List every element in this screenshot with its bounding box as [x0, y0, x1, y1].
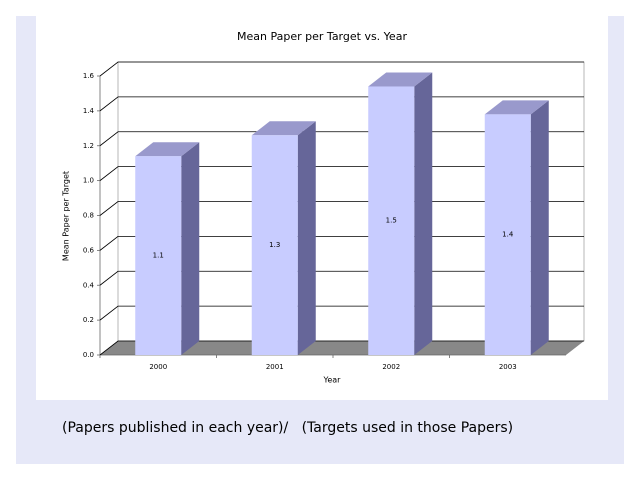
y-tick-label: 1.0	[83, 177, 94, 185]
y-tick-label: 0.4	[83, 281, 95, 289]
bar-side	[530, 100, 549, 355]
y-tick-label: 1.2	[83, 142, 94, 150]
value-label: 1.4	[502, 231, 514, 239]
value-label: 1.5	[386, 217, 397, 225]
bar	[368, 86, 415, 356]
value-label: 1.1	[153, 252, 164, 260]
y-axis-label: Mean Paper per Target	[62, 171, 71, 261]
value-label: 1.3	[269, 241, 280, 249]
grid-line	[99, 61, 584, 77]
y-tick-label: 1.6	[83, 72, 95, 80]
bar-top	[484, 100, 549, 115]
bar	[251, 135, 298, 355]
bar	[135, 156, 182, 355]
x-tick-label: 2002	[382, 363, 400, 371]
x-tick-label: 2003	[499, 363, 517, 371]
y-tick-label: 0.6	[83, 246, 95, 254]
bar-top	[368, 72, 433, 87]
x-axis-label: Year	[323, 376, 342, 385]
y-tick-label: 0.0	[83, 351, 94, 359]
bar-side	[181, 142, 200, 355]
bar-top	[251, 121, 316, 136]
bar-side	[414, 72, 433, 356]
floor	[100, 341, 584, 355]
bar-top	[135, 142, 200, 157]
bar	[484, 114, 531, 355]
y-tick-label: 1.4	[83, 107, 95, 115]
bar-side	[297, 121, 316, 355]
y-tick-label: 0.2	[83, 316, 94, 324]
x-tick-label: 2001	[266, 363, 284, 371]
y-tick-label: 0.8	[83, 212, 94, 220]
x-tick-label: 2000	[149, 363, 167, 371]
chart-title: Mean Paper per Target vs. Year	[237, 30, 407, 43]
caption: (Papers published in each year)/ (Target…	[62, 420, 513, 436]
